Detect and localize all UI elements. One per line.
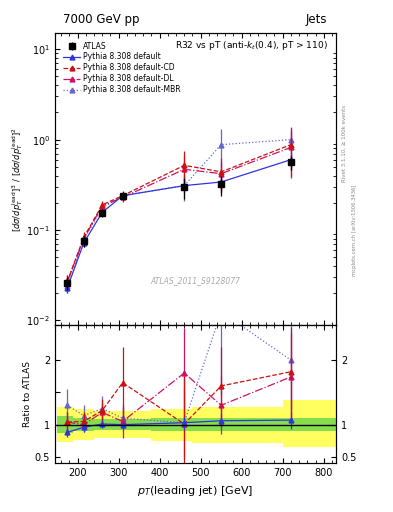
Line: Pythia 8.308 default-DL: Pythia 8.308 default-DL bbox=[65, 145, 293, 284]
Y-axis label: $[d\sigma/dp_T^{\rm lead}]^3$ / $[d\sigma/dp_T^{\rm lead}]^2$: $[d\sigma/dp_T^{\rm lead}]^3$ / $[d\sigm… bbox=[10, 126, 25, 231]
Line: Pythia 8.308 default-MBR: Pythia 8.308 default-MBR bbox=[65, 137, 293, 289]
Text: 7000 GeV pp: 7000 GeV pp bbox=[63, 13, 140, 26]
Pythia 8.308 default bbox=[100, 209, 105, 216]
Pythia 8.308 default-MBR bbox=[120, 193, 125, 199]
Pythia 8.308 default-DL bbox=[219, 170, 224, 177]
Text: ATLAS_2011_S9128077: ATLAS_2011_S9128077 bbox=[151, 276, 241, 285]
Text: R32 vs pT (anti-$k_t$(0.4), pT > 110): R32 vs pT (anti-$k_t$(0.4), pT > 110) bbox=[175, 39, 328, 52]
Line: Pythia 8.308 default-CD: Pythia 8.308 default-CD bbox=[65, 142, 293, 284]
Pythia 8.308 default-MBR bbox=[219, 142, 224, 148]
Pythia 8.308 default bbox=[120, 193, 125, 199]
X-axis label: $p_T$(leading jet) [GeV]: $p_T$(leading jet) [GeV] bbox=[138, 484, 253, 498]
Pythia 8.308 default-CD bbox=[219, 169, 224, 175]
Pythia 8.308 default-CD bbox=[120, 193, 125, 199]
Pythia 8.308 default bbox=[219, 179, 224, 185]
Pythia 8.308 default-CD bbox=[182, 162, 187, 168]
Pythia 8.308 default bbox=[81, 240, 86, 246]
Pythia 8.308 default-CD bbox=[100, 202, 105, 208]
Pythia 8.308 default-CD bbox=[65, 279, 70, 285]
Pythia 8.308 default-DL bbox=[182, 166, 187, 173]
Pythia 8.308 default-MBR bbox=[81, 236, 86, 242]
Pythia 8.308 default bbox=[65, 285, 70, 291]
Pythia 8.308 default-CD bbox=[288, 142, 293, 148]
Text: Rivet 3.1.10, ≥ 100k events: Rivet 3.1.10, ≥ 100k events bbox=[342, 105, 347, 182]
Legend: ATLAS, Pythia 8.308 default, Pythia 8.308 default-CD, Pythia 8.308 default-DL, P: ATLAS, Pythia 8.308 default, Pythia 8.30… bbox=[62, 40, 182, 96]
Y-axis label: Ratio to ATLAS: Ratio to ATLAS bbox=[23, 361, 32, 427]
Pythia 8.308 default-DL bbox=[288, 144, 293, 151]
Pythia 8.308 default-DL bbox=[65, 279, 70, 285]
Pythia 8.308 default-MBR bbox=[288, 137, 293, 143]
Pythia 8.308 default bbox=[182, 183, 187, 189]
Line: Pythia 8.308 default: Pythia 8.308 default bbox=[65, 157, 293, 290]
Pythia 8.308 default-MBR bbox=[182, 183, 187, 189]
Pythia 8.308 default-DL bbox=[81, 236, 86, 242]
Text: Jets: Jets bbox=[306, 13, 328, 26]
Pythia 8.308 default bbox=[288, 157, 293, 163]
Pythia 8.308 default-DL bbox=[120, 194, 125, 200]
Pythia 8.308 default-MBR bbox=[100, 205, 105, 211]
Pythia 8.308 default-DL bbox=[100, 203, 105, 209]
Pythia 8.308 default-MBR bbox=[65, 283, 70, 289]
Pythia 8.308 default-CD bbox=[81, 234, 86, 241]
Text: mcplots.cern.ch [arXiv:1306.3436]: mcplots.cern.ch [arXiv:1306.3436] bbox=[352, 185, 357, 276]
